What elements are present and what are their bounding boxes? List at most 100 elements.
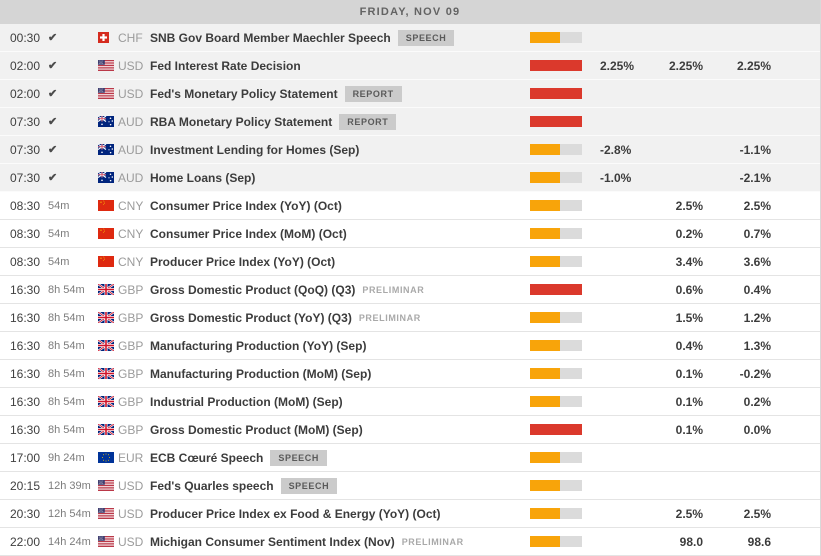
consensus-value: 98.0 <box>655 535 703 549</box>
check-icon: ✔ <box>48 88 57 100</box>
event-time: 02:00 <box>0 59 48 73</box>
event-row[interactable]: 16:30 8h 54m GBP Gross Domestic Product … <box>0 304 820 332</box>
volatility-bar <box>530 536 582 547</box>
gbp-flag-icon <box>98 396 114 407</box>
event-row[interactable]: 20:30 12h 54m USD Producer Price Index e… <box>0 500 820 528</box>
currency-code: USD <box>118 507 150 521</box>
previous-value: 2.25% <box>703 59 771 73</box>
event-name: Producer Price Index (YoY) (Oct) <box>150 255 335 269</box>
usd-flag-icon <box>98 536 114 547</box>
previous-value: 1.2% <box>703 311 771 325</box>
day-header: FRIDAY, NOV 09 <box>0 0 820 24</box>
actual-value: -2.8% <box>582 143 655 157</box>
event-row[interactable]: 07:30 ✔ AUD Home Loans (Sep) -1.0% -2.1% <box>0 164 820 192</box>
currency-code: EUR <box>118 451 150 465</box>
previous-value: -1.1% <box>703 143 771 157</box>
event-row[interactable]: 07:30 ✔ AUD Investment Lending for Homes… <box>0 136 820 164</box>
countdown: 54m <box>48 256 69 268</box>
event-row[interactable]: 17:00 9h 24m EUR ECB Cœuré Speech SPEECH <box>0 444 820 472</box>
volatility-bar <box>530 144 582 155</box>
event-row[interactable]: 08:30 54m CNY Consumer Price Index (YoY)… <box>0 192 820 220</box>
previous-value: -0.2% <box>703 367 771 381</box>
event-time: 20:15 <box>0 479 48 493</box>
event-row[interactable]: 16:30 8h 54m GBP Gross Domestic Product … <box>0 276 820 304</box>
gbp-flag-icon <box>98 368 114 379</box>
aud-flag-icon <box>98 144 114 155</box>
chf-flag-icon <box>98 32 109 43</box>
currency-code: CNY <box>118 227 150 241</box>
event-row[interactable]: 08:30 54m CNY Producer Price Index (YoY)… <box>0 248 820 276</box>
event-row[interactable]: 16:30 8h 54m GBP Manufacturing Productio… <box>0 332 820 360</box>
aud-flag-icon <box>98 172 114 183</box>
volatility-bar-fill <box>530 508 560 519</box>
event-time: 08:30 <box>0 199 48 213</box>
event-name: Industrial Production (MoM) (Sep) <box>150 395 343 409</box>
event-time: 08:30 <box>0 227 48 241</box>
event-name: Gross Domestic Product (MoM) (Sep) <box>150 423 363 437</box>
currency-code: GBP <box>118 283 150 297</box>
volatility-bar <box>530 424 582 435</box>
event-row[interactable]: 07:30 ✔ AUD RBA Monetary Policy Statemen… <box>0 108 820 136</box>
event-time: 16:30 <box>0 283 48 297</box>
preliminary-note: PRELIMINAR <box>402 537 464 547</box>
event-row[interactable]: 22:00 14h 24m USD Michigan Consumer Sent… <box>0 528 820 556</box>
volatility-bar-fill <box>530 200 560 211</box>
consensus-value: 0.2% <box>655 227 703 241</box>
event-row[interactable]: 20:15 12h 39m USD Fed's Quarles speech S… <box>0 472 820 500</box>
event-name: ECB Cœuré Speech <box>150 451 263 465</box>
event-row[interactable]: 02:00 ✔ USD Fed's Monetary Policy Statem… <box>0 80 820 108</box>
aud-flag-icon <box>98 116 114 127</box>
currency-code: CNY <box>118 199 150 213</box>
event-time: 16:30 <box>0 423 48 437</box>
event-name: Producer Price Index ex Food & Energy (Y… <box>150 507 441 521</box>
gbp-flag-icon <box>98 340 114 351</box>
event-name: Manufacturing Production (YoY) (Sep) <box>150 339 366 353</box>
event-name: Fed Interest Rate Decision <box>150 59 301 73</box>
volatility-bar <box>530 228 582 239</box>
consensus-value: 2.5% <box>655 507 703 521</box>
countdown: 8h 54m <box>48 312 85 324</box>
countdown: 12h 54m <box>48 508 91 520</box>
volatility-bar-fill <box>530 88 582 99</box>
event-name: SNB Gov Board Member Maechler Speech <box>150 31 391 45</box>
event-time: 08:30 <box>0 255 48 269</box>
volatility-bar <box>530 284 582 295</box>
event-row[interactable]: 16:30 8h 54m GBP Industrial Production (… <box>0 388 820 416</box>
previous-value: 98.6 <box>703 535 771 549</box>
volatility-bar-fill <box>530 172 560 183</box>
volatility-bar-fill <box>530 60 582 71</box>
volatility-bar-fill <box>530 368 560 379</box>
event-name: Gross Domestic Product (QoQ) (Q3) <box>150 283 355 297</box>
gbp-flag-icon <box>98 424 114 435</box>
check-icon: ✔ <box>48 144 57 156</box>
event-name: Consumer Price Index (YoY) (Oct) <box>150 199 342 213</box>
volatility-bar-fill <box>530 536 560 547</box>
event-row[interactable]: 16:30 8h 54m GBP Manufacturing Productio… <box>0 360 820 388</box>
event-name: Michigan Consumer Sentiment Index (Nov) <box>150 535 395 549</box>
volatility-bar-fill <box>530 424 582 435</box>
event-row[interactable]: 16:30 8h 54m GBP Gross Domestic Product … <box>0 416 820 444</box>
event-type-badge: SPEECH <box>270 450 327 466</box>
currency-code: CNY <box>118 255 150 269</box>
volatility-bar-fill <box>530 340 560 351</box>
volatility-bar <box>530 480 582 491</box>
actual-value: -1.0% <box>582 171 655 185</box>
countdown: 8h 54m <box>48 368 85 380</box>
volatility-bar-fill <box>530 256 560 267</box>
volatility-bar <box>530 88 582 99</box>
currency-code: AUD <box>118 143 150 157</box>
check-icon: ✔ <box>48 116 57 128</box>
event-row[interactable]: 08:30 54m CNY Consumer Price Index (MoM)… <box>0 220 820 248</box>
event-name: Home Loans (Sep) <box>150 171 255 185</box>
event-row[interactable]: 00:30 ✔ CHF SNB Gov Board Member Maechle… <box>0 24 820 52</box>
event-name: Consumer Price Index (MoM) (Oct) <box>150 227 347 241</box>
currency-code: GBP <box>118 395 150 409</box>
event-row[interactable]: 02:00 ✔ USD Fed Interest Rate Decision 2… <box>0 52 820 80</box>
preliminary-note: PRELIMINAR <box>362 285 424 295</box>
event-type-badge: REPORT <box>345 86 402 102</box>
usd-flag-icon <box>98 480 114 491</box>
previous-value: 2.5% <box>703 507 771 521</box>
event-time: 16:30 <box>0 395 48 409</box>
usd-flag-icon <box>98 508 114 519</box>
volatility-bar-fill <box>530 228 560 239</box>
